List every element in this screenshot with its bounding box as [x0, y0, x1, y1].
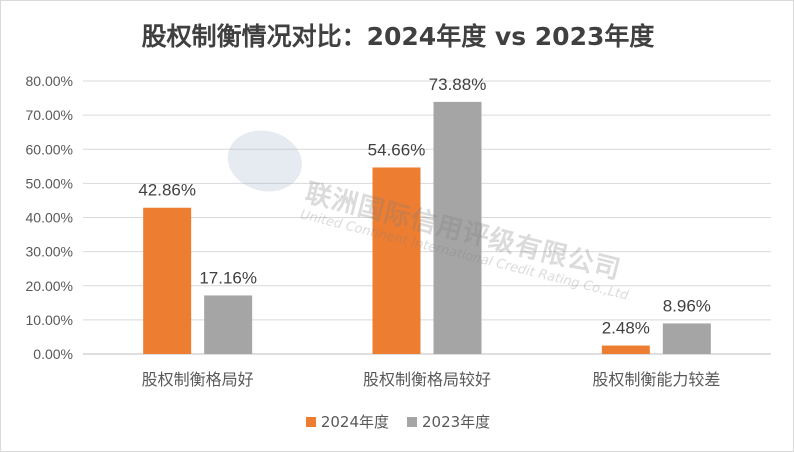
bar-2024年度 [143, 207, 192, 354]
y-tick-label: 10.00% [26, 312, 73, 328]
y-tick-label: 50.00% [26, 175, 73, 191]
y-tick-label: 70.00% [26, 107, 73, 123]
legend-label-2024: 2024年度 [320, 413, 389, 431]
y-tick-label: 20.00% [26, 278, 73, 294]
chart-title: 股权制衡情况对比：2024年度 vs 2023年度 [141, 22, 655, 51]
bar-2024年度 [601, 345, 650, 354]
category-label: 股权制衡格局较好 [363, 370, 491, 389]
legend-swatch-2023 [407, 416, 417, 427]
bar-2023年度 [433, 101, 482, 355]
data-label: 17.16% [199, 268, 257, 287]
y-tick-label: 40.00% [26, 210, 73, 226]
y-tick-label: 30.00% [26, 244, 73, 260]
bar-2023年度 [204, 295, 253, 354]
legend-label-2023: 2023年度 [422, 413, 491, 431]
data-label: 8.96% [663, 296, 711, 315]
data-label: 2.48% [602, 319, 650, 338]
y-tick-label: 80.00% [26, 73, 73, 89]
data-label: 54.66% [368, 140, 426, 159]
bar-2023年度 [662, 323, 711, 354]
legend: 2024年度 2023年度 [1, 411, 793, 432]
category-label: 股权制衡能力较差 [592, 370, 720, 389]
data-label: 73.88% [429, 75, 487, 94]
data-label: 42.86% [138, 181, 196, 200]
bar-2024年度 [372, 167, 421, 354]
y-tick-label: 60.00% [26, 141, 73, 157]
y-tick-label: 0.00% [33, 346, 73, 362]
legend-swatch-2024 [305, 416, 316, 427]
legend-item-2024: 2024年度 [305, 411, 389, 432]
category-label: 股权制衡格局好 [142, 370, 254, 389]
legend-item-2023: 2023年度 [407, 411, 490, 432]
